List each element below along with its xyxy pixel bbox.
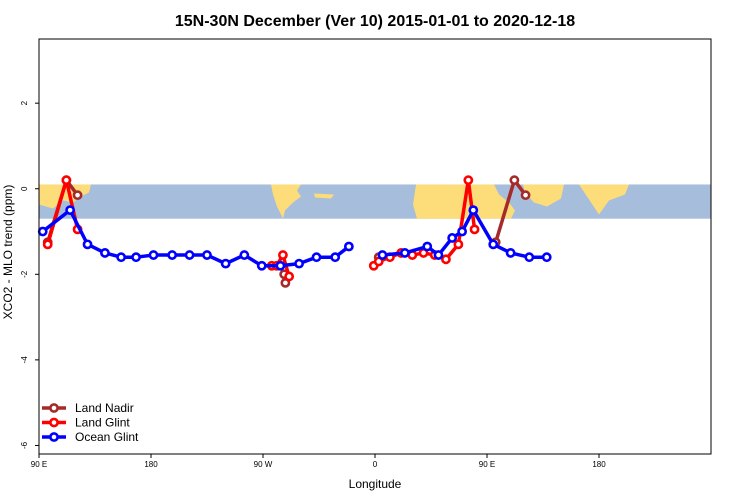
chart-title: 15N-30N December (Ver 10) 2015-01-01 to … xyxy=(175,13,575,30)
data-point xyxy=(463,175,474,186)
data-point xyxy=(131,252,141,263)
data-point xyxy=(330,252,341,263)
y-tick-label: 2 xyxy=(20,100,29,105)
series-ocean-glint xyxy=(37,205,552,271)
data-point xyxy=(469,224,480,235)
data-point xyxy=(284,271,295,282)
data-point xyxy=(148,250,159,260)
data-point xyxy=(116,252,127,263)
data-point xyxy=(441,254,451,265)
series-layer xyxy=(37,175,552,288)
y-axis-ticks: 2 0 -2 -4 -6 xyxy=(20,100,39,449)
legend-marker xyxy=(49,417,59,428)
x-tick-label: 90 W xyxy=(254,460,273,469)
legend-marker xyxy=(49,432,59,442)
data-point xyxy=(72,190,83,201)
y-tick-label: -2 xyxy=(20,270,29,278)
data-point xyxy=(37,226,48,237)
legend-marker xyxy=(49,403,59,413)
data-point xyxy=(65,205,76,216)
data-point xyxy=(377,250,388,260)
data-point xyxy=(343,241,354,252)
y-axis-label: XCO2 - MLO trend (ppm) xyxy=(1,185,15,320)
data-point xyxy=(505,248,516,258)
x-tick-label: 90 E xyxy=(479,460,495,469)
data-point xyxy=(294,258,304,269)
land-india xyxy=(579,184,629,215)
data-point xyxy=(468,205,479,216)
x-tick-label: 0 xyxy=(373,460,378,469)
data-point xyxy=(422,241,433,252)
data-point xyxy=(220,258,231,269)
land-arabia xyxy=(523,184,564,207)
y-tick-label: -6 xyxy=(20,441,29,449)
x-axis-ticks: 90 E 180 90 W 0 90 E 180 xyxy=(31,454,606,469)
plot-frame xyxy=(38,38,712,455)
data-point xyxy=(278,250,288,260)
data-point xyxy=(202,250,212,260)
data-point xyxy=(82,239,93,250)
x-tick-label: 180 xyxy=(592,460,606,469)
legend-label: Land Nadir xyxy=(75,401,134,415)
legend-item: Land Nadir xyxy=(42,401,134,415)
land-caribbean xyxy=(314,193,334,199)
data-point xyxy=(520,190,531,201)
y-tick-label: 0 xyxy=(20,186,29,191)
legend-label: Land Glint xyxy=(75,416,130,430)
data-point xyxy=(509,175,520,186)
legend-item: Land Glint xyxy=(42,416,130,430)
legend-label: Ocean Glint xyxy=(75,430,139,444)
legend-item: Ocean Glint xyxy=(42,430,139,444)
data-point xyxy=(61,175,72,186)
data-point xyxy=(42,239,53,250)
data-point xyxy=(256,260,267,271)
land-mexico xyxy=(271,184,301,219)
data-point xyxy=(275,260,286,271)
x-tick-label: 90 E xyxy=(31,460,47,469)
data-point xyxy=(453,239,464,250)
y-tick-label: -4 xyxy=(20,356,29,364)
world-map-band xyxy=(39,184,711,219)
x-tick-label: 180 xyxy=(144,460,158,469)
x-axis-label: Longitude xyxy=(349,477,402,491)
data-point xyxy=(541,252,552,263)
data-point xyxy=(433,250,444,260)
data-point xyxy=(311,252,322,263)
data-point xyxy=(239,250,250,260)
data-point xyxy=(399,248,410,258)
data-point xyxy=(524,252,535,263)
data-point xyxy=(447,233,458,243)
data-point xyxy=(488,239,499,250)
data-point xyxy=(167,250,178,260)
data-point xyxy=(457,226,468,237)
data-point xyxy=(184,250,195,260)
data-point xyxy=(100,248,110,258)
